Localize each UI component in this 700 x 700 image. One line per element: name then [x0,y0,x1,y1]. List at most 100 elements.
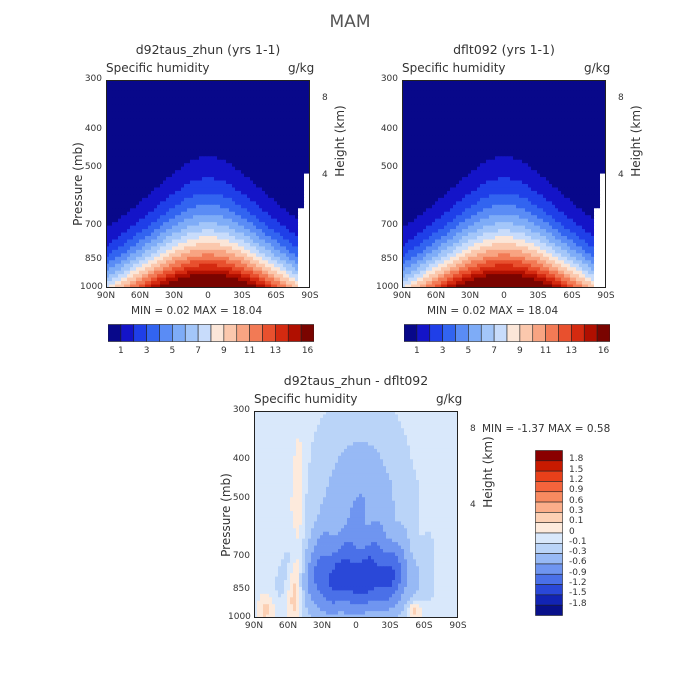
colorbar-label: 1 [118,346,124,356]
min-max-stats: MIN = -1.37 MAX = 0.58 [482,423,611,435]
subtitle-variable: Specific humidity [254,392,358,406]
height-tick-label: 4 [618,169,624,180]
colorbar-swatch [442,324,456,342]
subtitle-units: g/kg [288,61,315,75]
colorbar-swatch [571,324,585,342]
panel-title: dflt092 (yrs 1-1) [453,42,555,57]
y-tick-label: 1000 [80,282,103,292]
x-tick-label: 30S [381,621,399,631]
colorbar-swatch [455,324,469,342]
y-tick-label: 300 [232,405,250,415]
subtitle-units: g/kg [584,61,611,75]
x-tick-label: 60N [278,621,298,631]
x-tick-label: 30N [164,291,184,301]
x-tick-label: 60S [415,621,433,631]
figure-title: MAM [329,12,371,32]
contour-field [402,80,606,288]
colorbar-swatch [535,563,563,575]
y-tick-label: 700 [84,220,102,231]
height-tick-label: 4 [322,169,328,180]
panel-title: d92taus_zhun (yrs 1-1) [135,42,281,57]
x-tick-label: 0 [205,291,211,301]
colorbar-label: 13 [565,346,578,356]
colorbar-label: 16 [597,346,610,356]
colorbar-swatch [249,324,263,342]
plot-border [402,80,606,288]
colorbar-swatch [146,324,160,342]
colorbar-label: 3 [439,346,446,356]
colorbar-label: 1.2 [569,474,584,485]
colorbar-label: -0.3 [569,547,587,558]
colorbar [108,324,314,342]
x-tick-label: 60N [130,291,150,301]
colorbar-swatch [545,324,559,342]
colorbar-swatch [535,460,563,472]
y-axis-label: Pressure (mb) [219,472,233,557]
height-axis-label: Height (km) [333,105,347,177]
colorbar-swatch [506,324,521,342]
colorbar-label: -1.8 [569,598,587,609]
contour-field [106,80,310,288]
colorbar-label: -1.5 [569,588,587,599]
subtitle-variable: Specific humidity [402,61,506,75]
colorbar-swatch [236,324,250,342]
plot-border [254,411,458,618]
colorbar-swatch [535,604,563,616]
colorbar-label: 0.1 [569,516,584,527]
x-tick-label: 60N [426,291,446,301]
x-tick-label: 30N [460,291,480,301]
colorbar-label: 7 [195,346,201,356]
y-tick-label: 850 [232,584,250,595]
colorbar-label: 7 [491,346,497,356]
colorbar-label: 0 [569,526,575,537]
colorbar-swatch [535,553,563,565]
x-tick-label: 90S [597,291,615,301]
y-axis-label: Pressure (mb) [71,142,85,226]
colorbar-swatch [535,501,563,513]
y-tick-label: 700 [380,220,398,231]
colorbar-swatch [197,324,212,342]
colorbar-swatch [535,450,563,462]
colorbar-swatch [404,324,418,342]
colorbar-swatch [535,543,563,554]
height-tick-label: 8 [322,92,328,103]
x-tick-label: 0 [501,291,507,301]
colorbar-swatch [596,324,610,342]
colorbar-swatch [493,324,508,342]
x-tick-label: 30S [233,291,251,301]
colorbar-swatch [275,324,289,342]
y-tick-label: 500 [232,492,250,503]
colorbar-swatch [429,324,443,342]
colorbar-swatch [133,324,147,342]
colorbar-swatch [535,470,563,482]
plot-area [254,411,458,618]
y-tick-label: 850 [380,253,398,264]
y-tick-label: 500 [84,162,102,173]
contour-field [254,411,458,618]
x-tick-label: 60S [563,291,581,301]
height-tick-label: 8 [470,423,476,434]
colorbar-label: 9 [517,346,523,356]
colorbar-label: -1.2 [569,578,587,589]
colorbar-swatch [535,522,563,534]
y-tick-label: 1000 [228,612,251,622]
colorbar-swatch [287,324,302,342]
colorbar-label: 0.6 [569,495,584,506]
y-tick-label: 500 [380,162,398,173]
colorbar-swatch [558,324,572,342]
height-tick-label: 4 [470,500,476,511]
colorbar-swatch [184,324,199,342]
colorbar-label: 1.8 [569,454,584,465]
colorbar-label: -0.6 [569,557,587,568]
x-tick-label: 90S [449,621,467,631]
y-tick-label: 400 [232,454,250,465]
colorbar-label: 11 [539,346,552,356]
colorbar-swatch [159,324,173,342]
plot-area [402,80,606,288]
colorbar-swatch [416,324,431,342]
colorbar-swatch [583,324,598,342]
x-tick-label: 90S [301,291,319,301]
subtitle-variable: Specific humidity [106,61,210,75]
colorbar-swatch [480,324,495,342]
x-tick-label: 30N [312,621,332,631]
